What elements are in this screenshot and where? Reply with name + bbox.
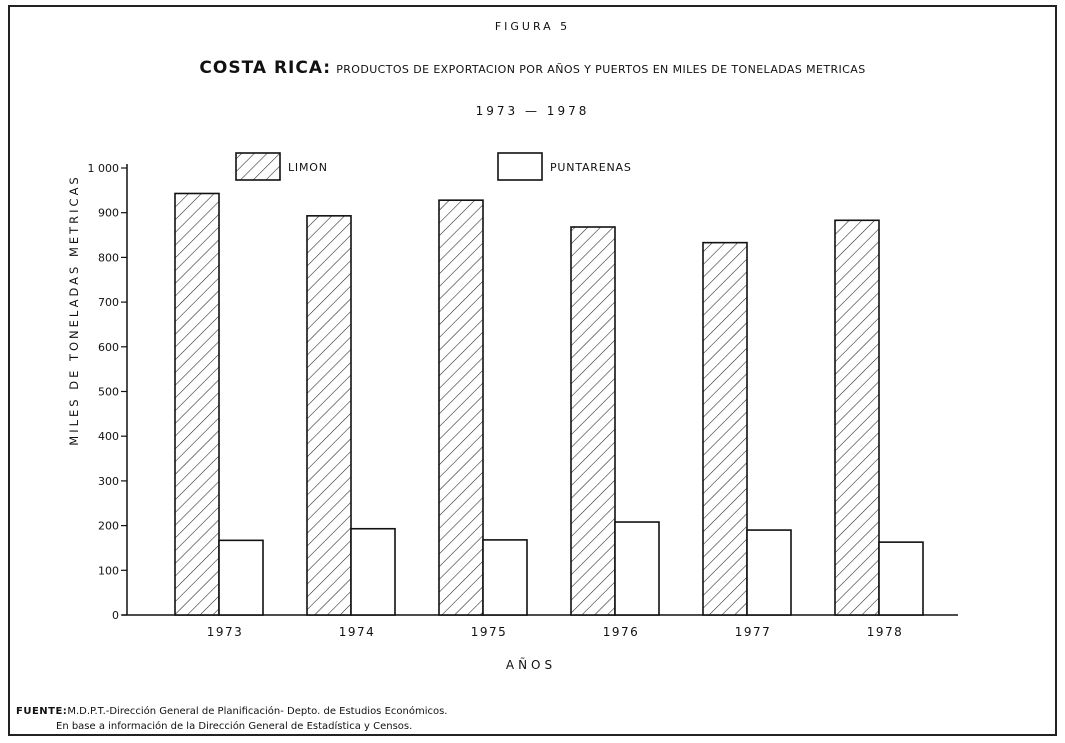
y-tick-label: 900 bbox=[98, 207, 119, 220]
x-tick-label: 1978 bbox=[867, 625, 904, 639]
bar-limon-1977 bbox=[702, 241, 748, 616]
bar-puntarenas-1976 bbox=[614, 521, 660, 616]
chart-title-main: COSTA RICA: bbox=[199, 58, 332, 78]
chart-title-rest: PRODUCTOS DE EXPORTACION POR AÑOS Y PUER… bbox=[336, 63, 866, 76]
x-tick-label: 1977 bbox=[735, 625, 772, 639]
bar-puntarenas-1978 bbox=[878, 541, 924, 616]
source-line-2: En base a información de la Dirección Ge… bbox=[56, 721, 413, 732]
legend-label-puntarenas: PUNTARENAS bbox=[550, 161, 632, 174]
legend-swatch-puntarenas bbox=[497, 152, 543, 181]
figure-label: FIGURA 5 bbox=[494, 20, 571, 33]
figure-frame bbox=[8, 5, 1057, 736]
chart-subtitle: 1973 — 1978 bbox=[475, 104, 590, 118]
y-tick-label: 700 bbox=[98, 296, 119, 309]
legend-label-limon: LIMON bbox=[288, 161, 328, 174]
bar-limon-1976 bbox=[570, 226, 616, 616]
x-tick-label: 1975 bbox=[471, 625, 508, 639]
y-tick-label: 800 bbox=[98, 251, 119, 264]
y-tick-label: 200 bbox=[98, 520, 119, 533]
x-tick-label: 1976 bbox=[603, 625, 640, 639]
source-line-1: M.D.P.T.-Dirección General de Planificac… bbox=[67, 706, 448, 717]
x-tick-label: 1973 bbox=[207, 625, 244, 639]
bar-puntarenas-1977 bbox=[746, 529, 792, 616]
bar-puntarenas-1973 bbox=[218, 539, 264, 616]
source-label: FUENTE: bbox=[16, 706, 68, 717]
source-note: FUENTE:M.D.P.T.-Dirección General de Pla… bbox=[16, 704, 448, 734]
y-tick-label: 600 bbox=[98, 341, 119, 354]
bar-limon-1973 bbox=[174, 192, 220, 616]
y-tick-label: 500 bbox=[98, 386, 119, 399]
chart-title: COSTA RICA: PRODUCTOS DE EXPORTACION POR… bbox=[0, 58, 1065, 78]
legend-swatch-limon bbox=[235, 152, 281, 181]
x-axis-title: AÑOS bbox=[506, 657, 556, 672]
bar-puntarenas-1975 bbox=[482, 539, 528, 616]
bar-limon-1975 bbox=[438, 199, 484, 616]
y-tick-label: 1 000 bbox=[88, 162, 120, 175]
bar-limon-1978 bbox=[834, 219, 880, 616]
y-axis-title: MILES DE TONELADAS METRICAS bbox=[67, 174, 81, 445]
y-tick-label: 0 bbox=[112, 609, 119, 622]
y-tick-label: 300 bbox=[98, 475, 119, 488]
x-tick-label: 1974 bbox=[339, 625, 376, 639]
bar-limon-1974 bbox=[306, 215, 352, 616]
y-tick-label: 400 bbox=[98, 430, 119, 443]
bar-puntarenas-1974 bbox=[350, 527, 396, 616]
y-tick-label: 100 bbox=[98, 564, 119, 577]
